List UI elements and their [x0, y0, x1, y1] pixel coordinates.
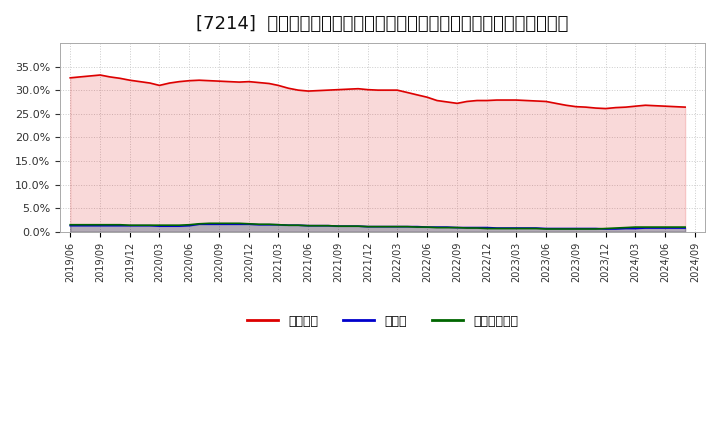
Title: [7214]  自己資本、のれん、繰延税金資産の総資産に対する比率の推移: [7214] 自己資本、のれん、繰延税金資産の総資産に対する比率の推移 [197, 15, 569, 33]
Legend: 自己資本, のれん, 繰延税金資産: 自己資本, のれん, 繰延税金資産 [242, 310, 523, 333]
